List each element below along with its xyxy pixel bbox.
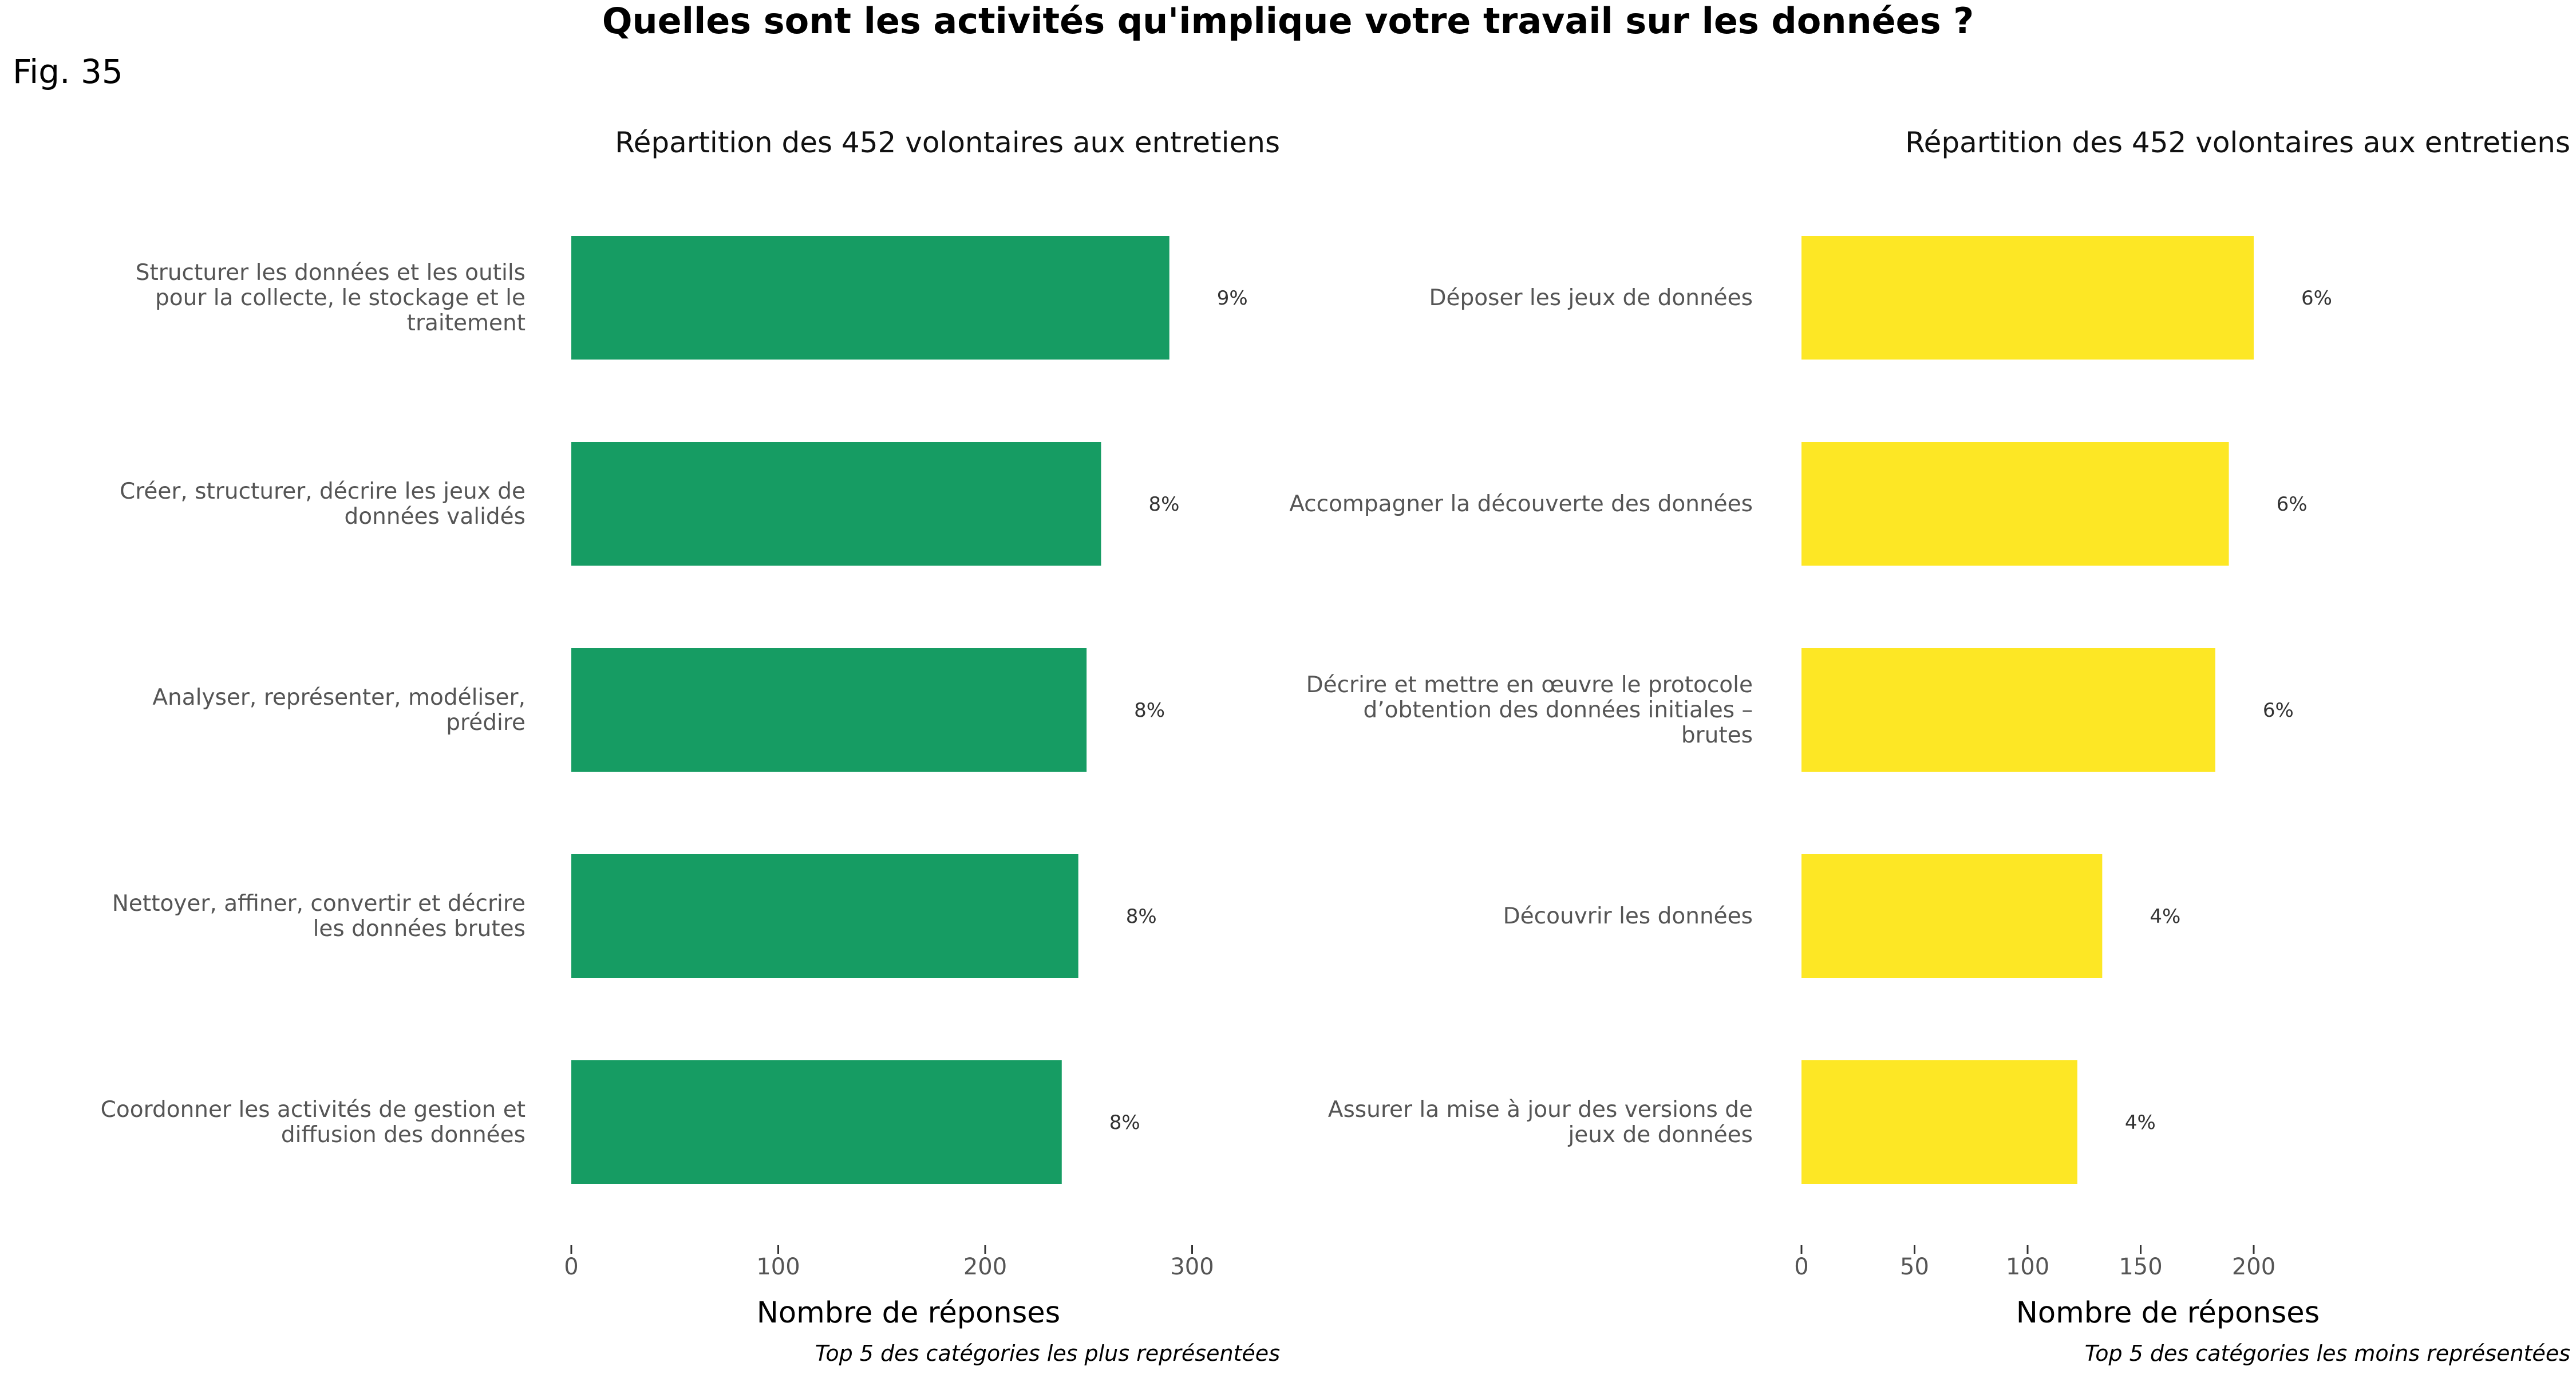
bar — [1801, 854, 2103, 978]
bar-value-label: 6% — [2263, 699, 2294, 722]
bar-value-label: 8% — [1134, 699, 1165, 722]
category-label-line: Structurer les données et les outils — [136, 260, 526, 286]
panel-title: Répartition des 452 volontaires aux entr… — [615, 126, 1280, 159]
bar — [571, 442, 1101, 566]
category-label: Déposer les jeux de données — [1429, 285, 1753, 311]
category-label-line: diffusion des données — [281, 1122, 526, 1148]
category-label-line: les données brutes — [313, 916, 526, 942]
category-label: Analyser, représenter, modéliser, prédire — [152, 685, 526, 736]
category-label: Découvrir les données — [1503, 903, 1753, 929]
chart-panel-bottom: Répartition des 452 volontaires aux entr… — [1289, 126, 2570, 1366]
category-label: Créer, structurer, décrire les jeux de do… — [120, 479, 526, 530]
category-label-line: Découvrir les données — [1503, 903, 1753, 929]
bar-value-label: 6% — [2301, 287, 2332, 310]
category-label: Nettoyer, affiner, convertir et décrire l… — [112, 891, 526, 942]
category-label: Structurer les données et les outils pour… — [136, 260, 526, 336]
x-tick-label: 150 — [2119, 1254, 2162, 1280]
panel-title: Répartition des 452 volontaires aux entr… — [1905, 126, 2570, 159]
bar-value-label: 4% — [2125, 1111, 2156, 1134]
x-tick-label: 100 — [756, 1254, 800, 1280]
category-label-line: Déposer les jeux de données — [1429, 285, 1753, 311]
chart-panel-top: Répartition des 452 volontaires aux entr… — [101, 126, 1280, 1366]
category-label-line: données validés — [345, 504, 526, 530]
x-tick-label: 300 — [1170, 1254, 1214, 1280]
category-label-line: Analyser, représenter, modéliser, — [152, 685, 526, 710]
category-label: Décrire et mettre en œuvre le protocole d… — [1306, 672, 1753, 748]
x-axis-title: Nombre de réponses — [2016, 1296, 2320, 1330]
bar — [571, 1060, 1062, 1184]
category-label-line: Coordonner les activités de gestion et — [101, 1097, 526, 1123]
bar-value-label: 6% — [2277, 493, 2308, 516]
chart-caption: Top 5 des catégories les plus représenté… — [815, 1341, 1280, 1366]
category-label-line: prédire — [446, 710, 526, 736]
bar-value-label: 8% — [1126, 905, 1157, 928]
x-tick-label: 200 — [2232, 1254, 2275, 1280]
category-label-line: pour la collecte, le stockage et le — [155, 285, 526, 311]
category-label-line: traitement — [407, 310, 526, 336]
category-label-line: Nettoyer, affiner, convertir et décrire — [112, 891, 526, 917]
x-tick-label: 50 — [1900, 1254, 1929, 1280]
bar — [571, 648, 1087, 772]
x-axis-title: Nombre de réponses — [757, 1296, 1060, 1330]
x-tick-label: 0 — [1794, 1254, 1808, 1280]
bar-value-label: 9% — [1217, 287, 1248, 310]
category-label: Accompagner la découverte des données — [1289, 491, 1753, 517]
category-label-line: brutes — [1681, 722, 1753, 748]
category-label: Coordonner les activités de gestion et di… — [101, 1097, 526, 1148]
category-label-line: Accompagner la découverte des données — [1289, 491, 1753, 517]
category-label-line: Assurer la mise à jour des versions de — [1328, 1097, 1753, 1123]
bar-value-label: 8% — [1148, 493, 1179, 516]
bar — [571, 236, 1170, 360]
category-label-line: Créer, structurer, décrire les jeux de — [120, 479, 526, 504]
figure-title: Quelles sont les activités qu'implique v… — [602, 0, 1974, 42]
bar-value-label: 4% — [2150, 905, 2180, 928]
category-label: Assurer la mise à jour des versions de je… — [1328, 1097, 1753, 1148]
figure-label: Fig. 35 — [13, 52, 123, 91]
category-label-line: Décrire et mettre en œuvre le protocole — [1306, 672, 1753, 698]
bar — [1801, 442, 2229, 566]
bar-value-label: 8% — [1109, 1111, 1140, 1134]
bar — [1801, 648, 2215, 772]
bar — [571, 854, 1078, 978]
bar — [1801, 1060, 2077, 1184]
category-label-line: jeux de données — [1567, 1122, 1753, 1148]
x-tick-label: 200 — [963, 1254, 1007, 1280]
bar — [1801, 236, 2254, 360]
category-label-line: d’obtention des données initiales – — [1363, 697, 1753, 723]
chart-caption: Top 5 des catégories les moins représent… — [2085, 1341, 2570, 1366]
x-tick-label: 0 — [564, 1254, 578, 1280]
x-tick-label: 100 — [2006, 1254, 2049, 1280]
